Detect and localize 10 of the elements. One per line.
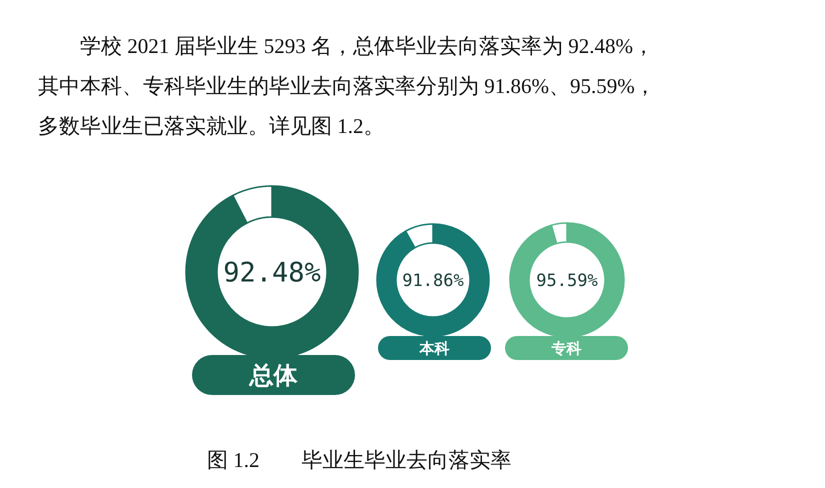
data-label: 92.48% bbox=[223, 257, 321, 288]
text: 本科 bbox=[418, 339, 450, 358]
text: 其中本科、专科毕业生的毕业去向落实率分别为 91.86%、95.59%， bbox=[38, 73, 656, 100]
text: 图 1.2 毕业生毕业去向落实率 bbox=[207, 447, 512, 474]
text: 总体 bbox=[248, 362, 298, 390]
text: 多数毕业生已落实就业。详见图 1.2。 bbox=[38, 113, 384, 140]
data-label: 95.59% bbox=[536, 270, 598, 291]
text: 学校 2021 届毕业生 5293 名，总体毕业去向落实率为 92.48%， bbox=[80, 33, 654, 60]
data-label: 91.86% bbox=[402, 270, 464, 291]
text: 专科 bbox=[550, 339, 582, 358]
